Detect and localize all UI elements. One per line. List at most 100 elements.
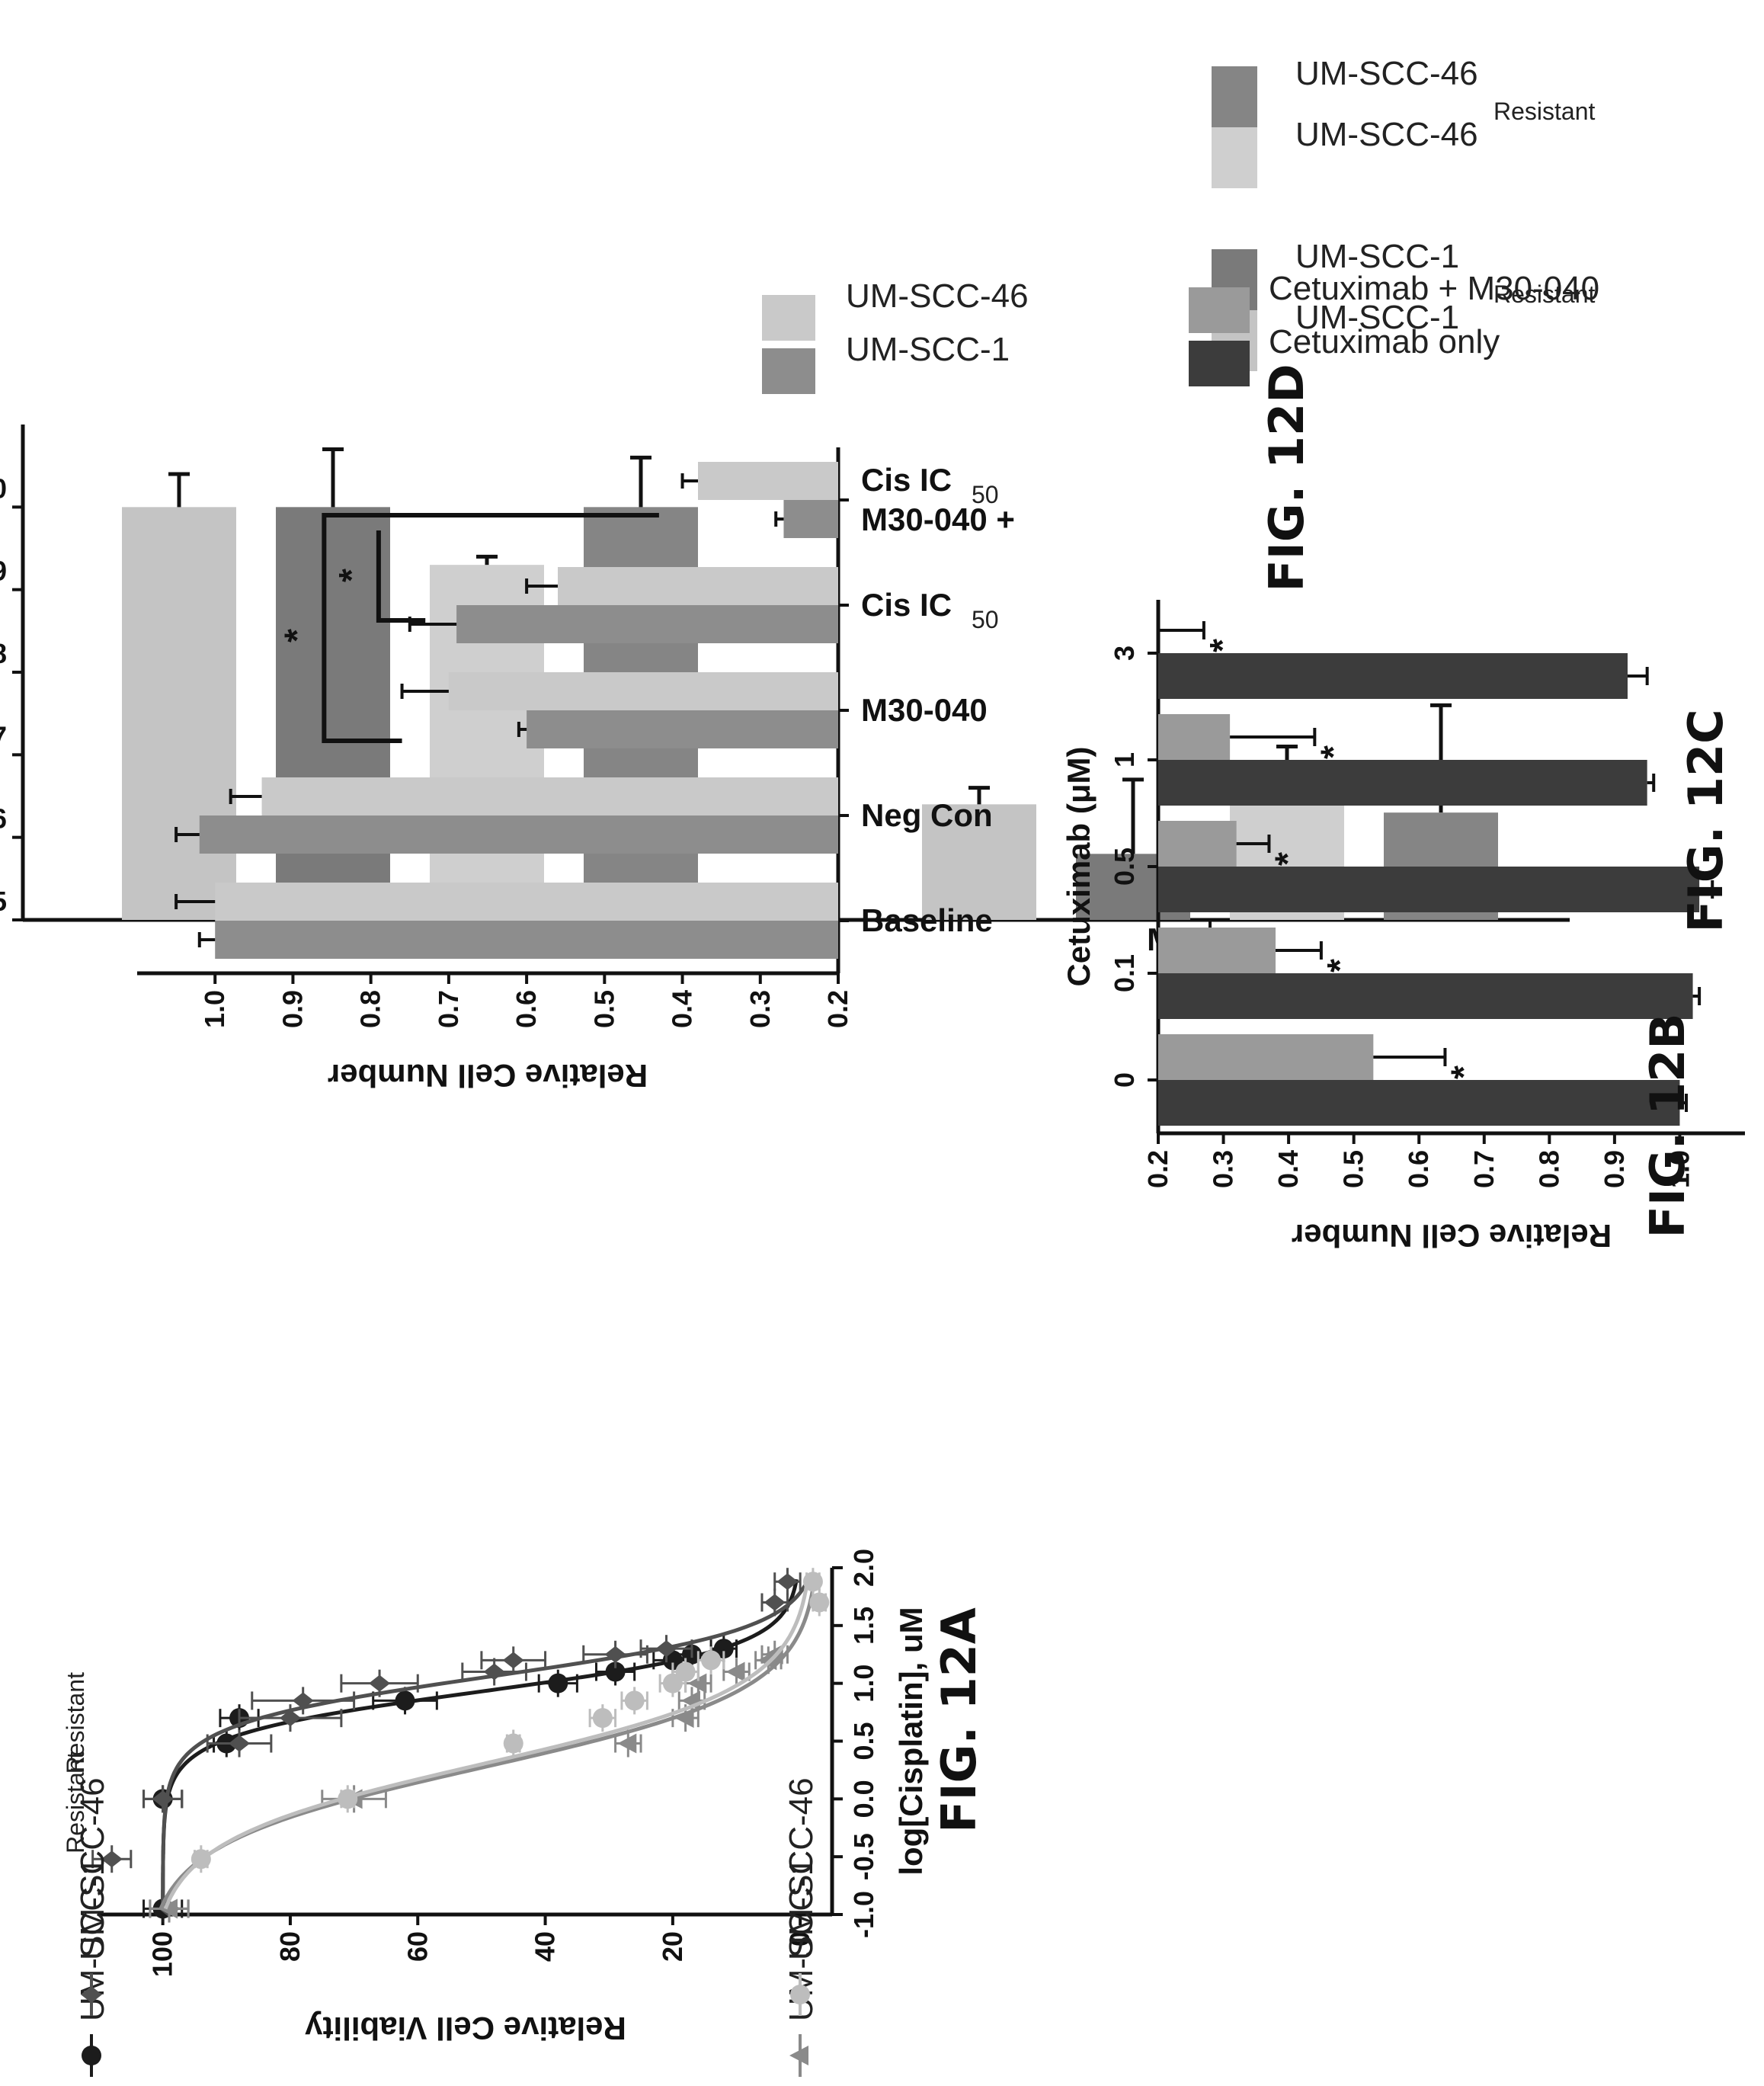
a-point-scc46 — [624, 1690, 645, 1711]
panel-12a: 0 20 40 60 80 100 -1.0 -0.5 0.0 0.5 1.0 1.5 2.0 log[C… — [62, 1549, 929, 2077]
c-tick-label: 0.7 — [433, 990, 464, 1028]
d-bar — [1158, 928, 1276, 973]
d-sig-star: * — [1267, 852, 1307, 866]
a-y-tick-label: 60 — [402, 1931, 433, 1962]
d-category-axis-label: Cetuximab (μM) — [1061, 746, 1096, 986]
c-legend-swatch — [762, 295, 815, 341]
b-tick-label: 0.9 — [0, 556, 7, 587]
c-sig-star: * — [277, 629, 316, 642]
d-category-label: 0.1 — [1109, 954, 1140, 992]
b-legend-label: UM-SCC-1 — [1295, 238, 1459, 275]
c-bar — [698, 462, 838, 500]
a-point-scc1 — [617, 1733, 637, 1754]
d-legend-swatch — [1189, 287, 1250, 333]
a-legend-marker-scc1r — [82, 2046, 101, 2065]
a-point-scc46 — [503, 1733, 523, 1754]
c-category-label: Neg Con — [861, 797, 993, 833]
a-y-tick-label: 0 — [784, 1931, 815, 1947]
d-bar — [1158, 821, 1237, 867]
d-tick-label: 0.7 — [1468, 1150, 1500, 1188]
c-tick-label: 0.4 — [667, 990, 698, 1028]
d-tick-label: 0.2 — [1142, 1150, 1173, 1188]
a-point-scc1r — [605, 1661, 626, 1682]
d-category-label: 0 — [1109, 1072, 1140, 1088]
caption-12d: FIG. 12D — [1259, 364, 1314, 591]
a-x-tick-label: 1.0 — [848, 1665, 879, 1703]
c-tick-label: 1.0 — [199, 990, 230, 1028]
a-point-scc1r — [713, 1639, 734, 1659]
b-legend-label: UM-SCC-1 — [1295, 299, 1459, 336]
a-point-scc46r — [764, 1594, 786, 1611]
a-y-tick-label: 40 — [530, 1931, 561, 1962]
b-legend-label: UM-SCC-46 — [1295, 116, 1478, 153]
a-legend-sup: Resistant — [62, 1751, 89, 1854]
a-x-tick-label: 2.0 — [848, 1549, 879, 1587]
a-point-scc46 — [701, 1650, 722, 1671]
c-bar — [215, 921, 838, 959]
a-legend-marker-scc46r — [81, 1986, 102, 2003]
d-category-label: 0.5 — [1109, 848, 1140, 886]
c-category-label: M30-040 + — [861, 501, 1015, 537]
a-x-tick-label: 0.5 — [848, 1722, 879, 1760]
d-bar — [1158, 1080, 1680, 1126]
c-tick-label: 0.5 — [588, 990, 619, 1028]
a-x-tick-label: 1.5 — [848, 1607, 879, 1645]
a-legend-label: UM-SCC-46 — [74, 1777, 111, 1960]
a-legend-marker-scc46 — [790, 1985, 810, 2004]
b-bar — [122, 507, 236, 920]
c-tick-label: 0.8 — [355, 990, 386, 1028]
d-sig-star: * — [1320, 959, 1359, 973]
b-legend-swatch — [1212, 66, 1257, 127]
b-tick-label: 0.8 — [0, 638, 7, 669]
caption-12c: FIG. 12C — [1678, 709, 1734, 932]
c-tick-label: 0.9 — [277, 990, 308, 1028]
d-sig-star: * — [1443, 1065, 1483, 1079]
d-tick-label: 0.3 — [1208, 1150, 1239, 1188]
d-legend-swatch — [1189, 341, 1250, 386]
a-point-scc1 — [158, 1899, 178, 1919]
d-legend-label: Cetuximab only — [1269, 323, 1500, 360]
d-bar — [1158, 714, 1231, 760]
a-point-scc46r — [502, 1652, 524, 1669]
a-point-scc46 — [675, 1661, 696, 1682]
c-legend-label: UM-SCC-46 — [846, 277, 1029, 315]
d-legend-label: Cetuximab + M30-040 — [1269, 270, 1599, 307]
c-tick-label: 0.6 — [511, 990, 542, 1028]
c-bar — [558, 567, 838, 605]
d-tick-label: 1.0 — [1663, 1150, 1695, 1188]
b-tick-label: 0.7 — [0, 720, 7, 751]
a-legend-sup: Resistant — [62, 1672, 89, 1774]
b-tick-label: 0.6 — [0, 803, 7, 835]
b-tick-label: 1.0 — [0, 473, 7, 504]
b-bar — [922, 804, 1036, 920]
c-category-label: M30-040 — [861, 692, 988, 728]
a-point-scc1r — [548, 1673, 568, 1693]
a-point-scc1 — [725, 1661, 745, 1682]
c-legend-label: UM-SCC-1 — [846, 331, 1010, 368]
b-legend-swatch — [1212, 127, 1257, 188]
a-fit-curve-scc46r — [161, 1578, 810, 1909]
d-category-label: 3 — [1109, 646, 1140, 661]
b-tick-label: 0.5 — [0, 886, 7, 917]
d-bar — [1158, 1034, 1374, 1080]
c-tick-label: 0.3 — [744, 990, 776, 1028]
c-bar — [527, 710, 838, 748]
c-value-axis-label: Relative Cell Number — [328, 1058, 648, 1094]
b-legend-sup: Resistant — [1493, 98, 1596, 125]
c-bar — [199, 815, 838, 854]
a-point-scc46r — [369, 1674, 391, 1692]
a-point-scc46 — [338, 1789, 358, 1809]
a-x-tick-label: 0.0 — [848, 1780, 879, 1818]
d-tick-label: 0.5 — [1338, 1150, 1369, 1188]
panel-12c: 0.2 0.3 0.4 0.5 0.6 0.7 0.8 0.9 1.0 Relative Cell… — [137, 277, 1029, 1094]
c-bar — [448, 672, 839, 710]
c-category-label: Baseline — [861, 902, 993, 938]
c-legend-swatch — [762, 348, 815, 394]
d-tick-label: 0.9 — [1599, 1150, 1630, 1188]
a-y-axis-label: Relative Cell Viability — [304, 2011, 626, 2046]
d-value-axis-label: Relative Cell Number — [1292, 1218, 1612, 1254]
a-point-scc1r — [395, 1690, 415, 1711]
b-legend-label: UM-SCC-46 — [1295, 55, 1478, 92]
